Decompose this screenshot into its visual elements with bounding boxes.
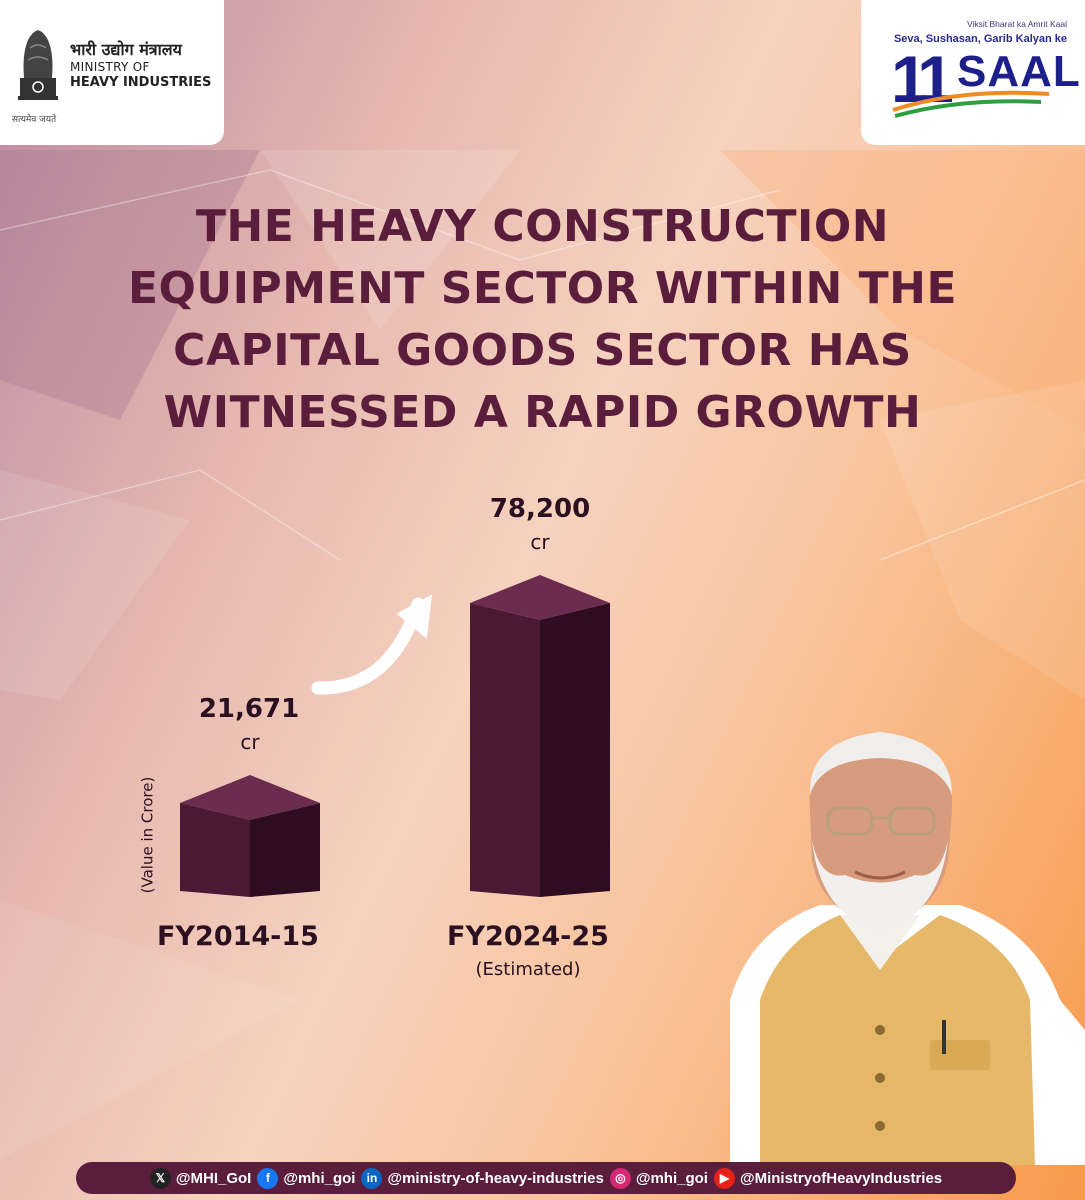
tricolour-swoosh-icon — [892, 90, 1050, 118]
ministry-name-line2: HEAVY INDUSTRIES — [70, 75, 212, 90]
facebook-icon: f — [257, 1167, 279, 1189]
ministry-name-line1: MINISTRY OF — [70, 60, 150, 74]
bar-1-value-label: 21,671 — [199, 694, 299, 724]
youtube-handle: @MinistryofHeavyIndustries — [739, 1169, 943, 1187]
bar-1-front — [180, 803, 250, 897]
growth-arrowhead-icon — [396, 594, 432, 639]
social-facebook[interactable]: f @mhi_goi — [257, 1167, 356, 1189]
x-handle: @MHI_GoI — [175, 1169, 252, 1187]
national-emblem-icon — [18, 30, 58, 100]
ministry-name-hindi: भारी उद्योग मंत्रालय — [70, 40, 182, 59]
ministry-logo-card: भारी उद्योग मंत्रालय MINISTRY OF HEAVY I… — [0, 0, 224, 145]
y-axis-label: (Value in Crore) — [139, 777, 157, 894]
instagram-handle: @mhi_goi — [635, 1169, 708, 1187]
linkedin-handle: @ministry-of-heavy-industries — [387, 1169, 604, 1187]
bar-1-unit-label: cr — [240, 730, 260, 754]
bar-2-top — [470, 575, 610, 620]
campaign-line2: Seva, Sushasan, Garib Kalyan ke — [893, 33, 1067, 45]
social-youtube[interactable]: ▶ @MinistryofHeavyIndustries — [713, 1167, 943, 1189]
portrait-image — [730, 732, 1085, 1165]
bar-2-value-label: 78,200 — [490, 494, 590, 524]
bar-1-side — [250, 803, 320, 897]
youtube-icon: ▶ — [713, 1167, 735, 1189]
social-instagram[interactable]: ◎ @mhi_goi — [609, 1167, 708, 1189]
linkedin-icon: in — [361, 1167, 383, 1189]
category-note-2: (Estimated) — [476, 959, 581, 980]
campaign-word: SAAL — [957, 47, 1081, 96]
bar-2-front — [470, 603, 540, 897]
facebook-handle: @mhi_goi — [283, 1169, 356, 1187]
bar-1-top — [180, 775, 320, 820]
category-label-1: FY2014-15 — [157, 921, 319, 952]
social-x[interactable]: 𝕏 @MHI_GoI — [149, 1167, 252, 1189]
emblem-motto: सत्यमेव जयते — [12, 115, 57, 125]
social-handles-bar: 𝕏 @MHI_GoI f @mhi_goi in @ministry-of-he… — [76, 1162, 1016, 1194]
instagram-icon: ◎ — [609, 1167, 631, 1189]
campaign-line1: Viksit Bharat ka Amrit Kaal — [967, 19, 1067, 29]
bar-2-unit-label: cr — [530, 530, 550, 554]
headline: THE HEAVY CONSTRUCTION EQUIPMENT SECTOR … — [127, 201, 958, 438]
campaign-logo-card: Viksit Bharat ka Amrit Kaal Seva, Sushas… — [861, 0, 1085, 145]
bar-2-side — [540, 603, 610, 897]
category-label-2: FY2024-25 — [447, 921, 609, 952]
x-icon: 𝕏 — [149, 1167, 171, 1189]
social-linkedin[interactable]: in @ministry-of-heavy-industries — [361, 1167, 604, 1189]
